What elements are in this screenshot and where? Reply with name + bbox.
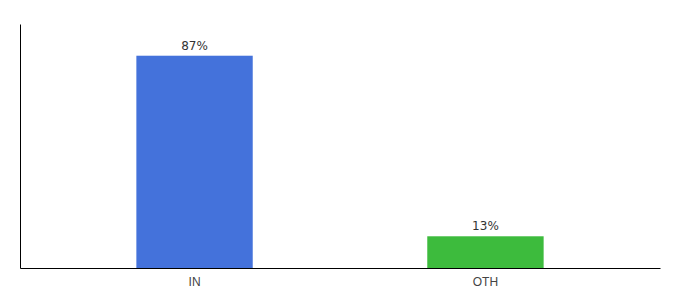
- x-axis-line: [21, 268, 661, 269]
- x-axis: IN OTH: [21, 269, 661, 289]
- bar: [427, 236, 543, 268]
- bar: [136, 56, 252, 268]
- y-axis-line: [20, 25, 21, 269]
- data-label: 13%: [472, 219, 499, 233]
- x-tick-label: OTH: [473, 275, 498, 289]
- chart: IN OTH 87% 13%: [0, 0, 680, 300]
- plot: IN OTH 87% 13%: [21, 25, 661, 289]
- data-label: 87%: [181, 39, 208, 53]
- x-tick-label: IN: [189, 275, 201, 289]
- data-labels: 87% 13%: [181, 39, 499, 234]
- bars: [136, 56, 543, 268]
- x-tick: OTH: [473, 275, 498, 289]
- y-axis: [20, 25, 21, 269]
- x-tick: IN: [189, 275, 201, 289]
